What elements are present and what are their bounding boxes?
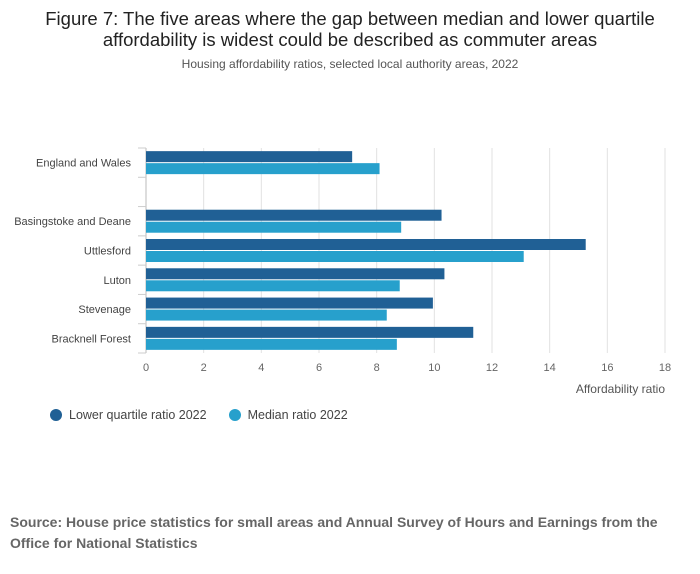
category-label: Basingstoke and Deane <box>14 216 131 228</box>
bar <box>146 221 402 233</box>
category-label: England and Wales <box>36 158 131 170</box>
x-tick-label: 4 <box>258 362 264 374</box>
chart-legend: Lower quartile ratio 2022 Median ratio 2… <box>50 408 348 422</box>
x-tick-label: 12 <box>486 362 498 374</box>
bar <box>146 280 400 292</box>
x-tick-label: 6 <box>316 362 322 374</box>
x-tick-label: 10 <box>428 362 440 374</box>
bar <box>146 309 387 321</box>
bar <box>146 338 397 350</box>
bar-chart: 0 2 4 6 8 10 12 14 16 18 England and Wales Basingst… <box>14 147 671 396</box>
category-label: Stevenage <box>78 304 131 316</box>
legend-item-median[interactable]: Median ratio 2022 <box>228 408 348 422</box>
x-tick-label: 18 <box>659 362 671 374</box>
x-tick-label: 8 <box>374 362 380 374</box>
bar <box>146 251 524 262</box>
legend-swatch-lower-quartile <box>50 409 62 421</box>
x-tick-label: 2 <box>201 362 207 374</box>
legend-label-lower-quartile: Lower quartile ratio 2022 <box>69 408 207 422</box>
category-label: Bracknell Forest <box>52 333 131 345</box>
legend-item-lower-quartile[interactable]: Lower quartile ratio 2022 <box>50 408 207 422</box>
chart-title: Figure 7: The five areas where the gap b… <box>45 8 655 50</box>
source-note: Source: House price statistics for small… <box>10 514 658 551</box>
bar <box>146 163 380 175</box>
bar <box>146 209 442 221</box>
x-axis-label: Affordability ratio <box>576 382 665 396</box>
legend-label-median: Median ratio 2022 <box>247 408 348 422</box>
bar <box>146 268 445 280</box>
x-tick-label: 14 <box>544 362 556 374</box>
bar <box>146 151 353 163</box>
category-label: Uttlesford <box>84 246 131 258</box>
chart-subtitle: Housing affordability ratios, selected l… <box>181 57 519 71</box>
category-label: Luton <box>103 275 131 287</box>
legend-swatch-median <box>228 409 241 421</box>
x-tick-label: 0 <box>143 362 149 374</box>
bar <box>146 239 586 250</box>
bar <box>146 326 474 338</box>
bar <box>146 297 433 309</box>
x-tick-label: 16 <box>601 362 613 374</box>
